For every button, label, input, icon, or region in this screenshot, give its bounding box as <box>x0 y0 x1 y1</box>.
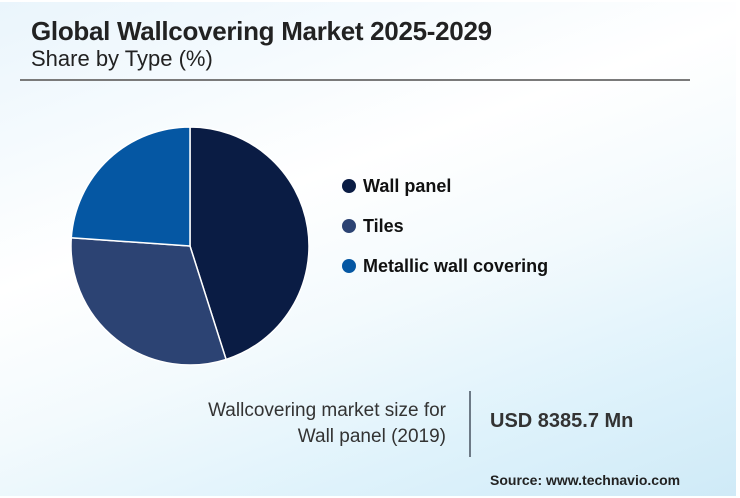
market-size-value: USD 8385.7 Mn <box>490 410 634 432</box>
source-credit: Source: www.technavio.com <box>490 472 681 488</box>
legend: Wall panel Tiles Metallic wall covering <box>342 174 548 294</box>
market-size-label-line1: Wallcovering market size for <box>208 400 446 421</box>
title-divider <box>20 79 690 81</box>
pie-chart <box>70 126 310 366</box>
legend-label: Wall panel <box>363 175 452 196</box>
stat-divider <box>469 391 471 457</box>
market-size-label: Wallcovering market size for Wall panel … <box>126 398 446 450</box>
legend-item-wall-panel: Wall panel <box>342 174 548 198</box>
legend-item-tiles: Tiles <box>342 214 548 238</box>
legend-label: Metallic wall covering <box>363 255 549 276</box>
legend-dot-icon <box>342 179 356 193</box>
chart-title: Global Wallcovering Market 2025-2029 <box>31 16 492 46</box>
legend-dot-icon <box>342 259 356 273</box>
legend-dot-icon <box>342 219 356 233</box>
market-size-label-line2: Wall panel (2019) <box>297 426 446 447</box>
chart-subtitle: Share by Type (%) <box>31 46 213 71</box>
legend-item-metallic-wall-covering: Metallic wall covering <box>342 254 548 278</box>
pie-slice-metallic-wall-covering <box>70 126 191 247</box>
pie-slice-tiles <box>70 236 228 366</box>
legend-label: Tiles <box>363 215 404 236</box>
pie-slice-wall-panel <box>189 126 310 361</box>
